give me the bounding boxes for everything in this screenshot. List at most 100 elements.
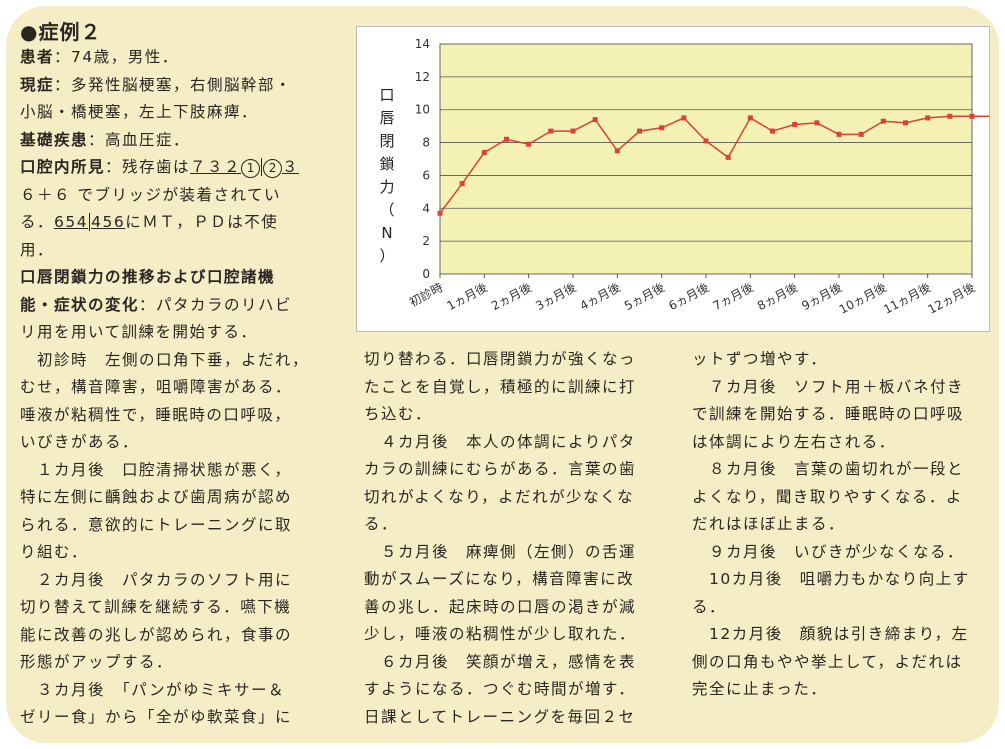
data-point (659, 125, 665, 131)
teeth-lower-left: 456 (89, 213, 126, 231)
label-underlying: 基礎疾患 (20, 130, 89, 149)
text-line: る． (692, 597, 727, 616)
data-point (792, 122, 798, 127)
data-point (637, 128, 642, 134)
text-line: られる．意欲的にトレーニングに取 (20, 515, 293, 534)
y-tick-label: 6 (422, 168, 430, 182)
text-line: いびきがある． (20, 433, 140, 451)
text-line: だれはほぼ止まる． (692, 515, 846, 533)
x-tick-label: 6ヵ月後 (666, 280, 711, 313)
text-line: ５カ月後 麻痺側（左側）の舌運 (364, 542, 637, 561)
text-line: カラの訓練にむらがある．言葉の歯 (364, 460, 637, 478)
text-line: 切れがよくなり，よだれが少なくな (364, 487, 635, 506)
text-fragment: る． (20, 213, 55, 231)
series-line (439, 115, 989, 214)
text-line: る． (364, 515, 399, 533)
x-tick-label: 初診時 (407, 279, 446, 309)
plot-area (439, 43, 973, 275)
x-tick-label: 12ヵ月後 (926, 280, 978, 316)
text-line: 形態がアップする． (20, 653, 174, 671)
text-line: 小脳・橋梗塞，左上下肢麻痺． (20, 103, 259, 121)
text-line: ２カ月後 パタカラのソフト用に (20, 570, 293, 589)
data-point (703, 138, 709, 144)
underlying-value: ：高血圧症． (88, 130, 191, 149)
text-line: 動がスムーズになり，構音障害に改 (364, 570, 635, 588)
text-line: ４カ月後 本人の体調によりパタ (364, 432, 636, 451)
tooth-notation: ７３２ 1 2 ３ (190, 158, 300, 178)
text-line: 切り替えて訓練を継続する．嚥下機 (20, 598, 292, 616)
x-tick-label: 5ヵ月後 (622, 280, 667, 313)
data-point (548, 128, 554, 134)
text-line: 唾液が粘稠性で，睡眠時の口呼吸， (20, 405, 292, 424)
text-fragment: にＭＴ，ＰＤは不使 (125, 213, 279, 231)
y-tick-label: 0 (422, 267, 430, 281)
text-line: ゼリー食」から「全がゆ軟菜食」に (20, 708, 293, 726)
label-oral-findings: 口腔内所見 (20, 158, 106, 176)
text-line: 患者：74歳，男性． (20, 44, 309, 72)
circled-tooth-2: 2 (263, 159, 283, 178)
case-title: ●症例２ (20, 20, 102, 44)
text-line: は体調により左右される． (692, 432, 896, 451)
x-tick-label: 4ヵ月後 (578, 280, 623, 313)
text-line: 口腔内所見：残存歯は７３２ 1 2 ３ (20, 154, 309, 182)
text-line: る．654 456にＭＴ，ＰＤは不使 (20, 209, 309, 237)
text-line: 10カ月後 咀嚼力もかなり向上す (692, 570, 970, 588)
text-line: 少し，唾液の粘稠性が少し取れた． (364, 625, 637, 643)
text-line: ７カ月後 ソフト用＋板バネ付き (692, 377, 965, 396)
tooth-bridge-notation: ６＋６ (20, 185, 72, 204)
y-tick-label: 8 (422, 136, 430, 150)
present-value: ：多発性脳梗塞，右側脳幹部・ (54, 75, 293, 94)
text-line: 初診時 左側の口角下垂，よだれ， (20, 350, 310, 369)
text-line: よくなり，聞き取りやすくなる．よ (692, 487, 963, 506)
data-point (814, 120, 820, 126)
data-point (504, 136, 509, 142)
bridge-text: でブリッジが装着されてい (71, 185, 281, 204)
x-tick-label: 10ヵ月後 (837, 280, 889, 316)
text-line: 能・症状の変化：パタカラのリハビ (20, 292, 309, 320)
data-point (880, 118, 886, 124)
data-point (725, 154, 731, 160)
y-tick-label: 2 (422, 234, 430, 248)
text-line: 日課としてトレーニングを毎回２セ (364, 707, 636, 726)
circled-tooth-1: 1 (241, 159, 261, 178)
text-line: 12カ月後 顔貌は引き締まり，左 (692, 625, 969, 643)
tooth-notation-mt: 654 456 (54, 213, 126, 231)
label-patient: 患者 (20, 48, 55, 66)
text-line: 側の口角もやや挙上して，よだれは (692, 652, 963, 671)
column-left: 患者：74歳，男性． 現症：多発性脳梗塞，右側脳幹部・ 小脳・橋梗塞，左上下肢麻… (20, 44, 309, 732)
x-tick-label: 2ヵ月後 (489, 280, 534, 313)
data-point (858, 131, 864, 137)
text-line: ち込む． (364, 405, 433, 423)
text-line: ８カ月後 言葉の歯切れが一段と (692, 460, 965, 478)
data-point (969, 113, 975, 119)
text-line: 能に改善の兆しが認められ，食事の (20, 625, 293, 644)
patient-value: ：74歳，男性． (54, 48, 179, 66)
data-point (592, 117, 598, 123)
data-point (526, 141, 532, 147)
text-line: で訓練を開始する．睡眠時の口呼吸 (692, 405, 965, 423)
x-tick-label: 11ヵ月後 (881, 280, 933, 316)
data-point (903, 120, 908, 126)
data-point (770, 128, 775, 134)
data-point (614, 148, 620, 154)
text-line: すようになる．つぐむ時間が増す． (364, 680, 636, 698)
x-tick-label: 8ヵ月後 (755, 280, 800, 313)
column-middle: 切り替わる．口唇閉鎖力が強くなっ たことを自覚し，積極的に訓練に打 ち込む． ４… (364, 346, 636, 731)
text-fragment: ：パタカラのリハビ (139, 295, 293, 314)
data-point (570, 128, 576, 134)
text-line: リ用を用いて訓練を開始する． (20, 323, 258, 341)
y-tick-label: 10 (415, 103, 430, 117)
teeth-upper-right: ７３２ (190, 158, 242, 176)
y-tick-label: 4 (422, 201, 430, 215)
text-line: ットずつ増やす． (692, 350, 828, 368)
data-point (681, 115, 687, 121)
data-point (459, 181, 465, 187)
text-line: ９カ月後 いびきが少なくなる． (692, 542, 965, 561)
chart-canvas: 0 2 4 6 8 10 12 14 初診時 1ヵ月後 2ヵ月後 3ヵ月後 4ヵ月後 5ヵ月後 6ヵ月後 7ヵ… (379, 37, 989, 317)
teeth-upper-left: ３ (282, 158, 300, 176)
text-line: 善の兆し．起床時の口唇の渇きが減 (364, 597, 637, 616)
x-tick-label: 9ヵ月後 (799, 280, 844, 313)
page-background: ●症例２ 患者：74歳，男性． 現症：多発性脳梗塞，右側脳幹部・ 小脳・橋梗塞，… (6, 6, 999, 743)
y-tick-label: 12 (415, 70, 430, 84)
